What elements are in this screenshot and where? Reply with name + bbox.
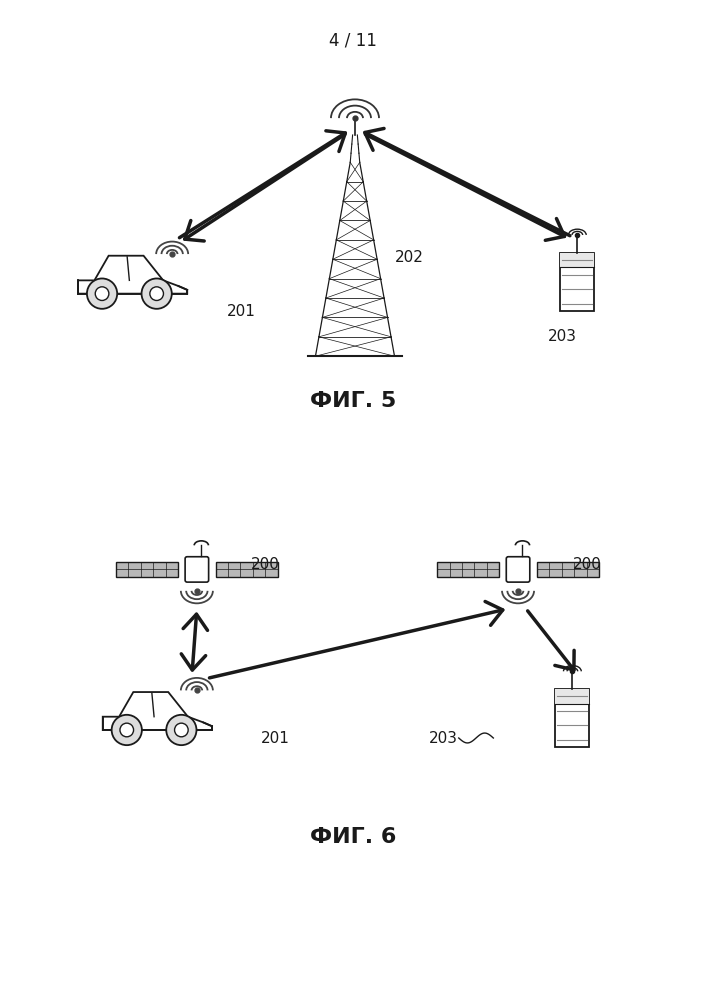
FancyBboxPatch shape — [556, 689, 590, 747]
FancyBboxPatch shape — [185, 557, 209, 582]
Text: ФИГ. 6: ФИГ. 6 — [310, 827, 396, 847]
Circle shape — [150, 287, 163, 300]
Text: 200: 200 — [251, 557, 280, 572]
Text: 202: 202 — [395, 250, 423, 265]
FancyBboxPatch shape — [437, 562, 499, 577]
Text: 201: 201 — [226, 304, 255, 319]
FancyBboxPatch shape — [506, 557, 530, 582]
Text: 4 / 11: 4 / 11 — [329, 32, 377, 50]
Circle shape — [175, 723, 188, 737]
Text: 203: 203 — [548, 329, 577, 344]
Polygon shape — [78, 256, 187, 294]
Text: 203: 203 — [429, 731, 458, 746]
Text: 200: 200 — [573, 557, 601, 572]
FancyBboxPatch shape — [216, 562, 278, 577]
Circle shape — [95, 287, 109, 300]
Circle shape — [112, 715, 142, 745]
Text: ФИГ. 5: ФИГ. 5 — [310, 391, 396, 411]
Circle shape — [120, 723, 134, 737]
Circle shape — [87, 278, 117, 309]
FancyBboxPatch shape — [537, 562, 599, 577]
Circle shape — [166, 715, 197, 745]
Polygon shape — [103, 692, 212, 730]
FancyBboxPatch shape — [116, 562, 178, 577]
FancyBboxPatch shape — [556, 689, 590, 704]
Text: 201: 201 — [261, 731, 290, 746]
FancyBboxPatch shape — [561, 253, 594, 267]
Circle shape — [141, 278, 172, 309]
FancyBboxPatch shape — [561, 253, 594, 311]
